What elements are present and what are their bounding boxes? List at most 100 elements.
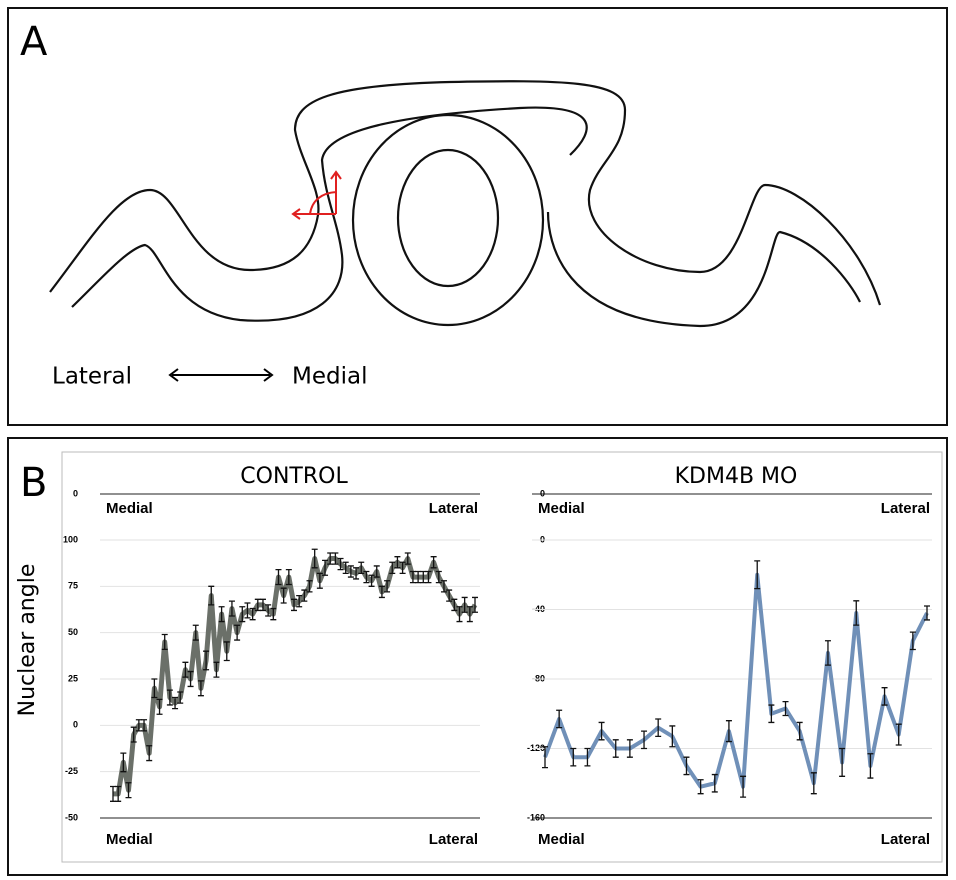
error-bar bbox=[697, 779, 704, 795]
chart-title: KDM4B MO bbox=[675, 464, 798, 489]
error-bar bbox=[725, 720, 732, 743]
neural-fold-diagram bbox=[49, 80, 882, 382]
error-bar bbox=[254, 598, 261, 612]
error-bar bbox=[711, 773, 718, 793]
y-tick-label: -50 bbox=[65, 812, 78, 822]
error-bar bbox=[172, 696, 179, 710]
error-bar bbox=[415, 570, 422, 584]
error-bar bbox=[754, 560, 761, 590]
error-bar bbox=[384, 580, 391, 593]
error-bar bbox=[270, 607, 277, 621]
error-bar bbox=[166, 689, 173, 706]
error-bar bbox=[683, 756, 690, 776]
y-tick-label: 50 bbox=[68, 627, 78, 637]
edge-label: Medial bbox=[106, 831, 153, 848]
error-bar bbox=[612, 739, 619, 758]
error-bar bbox=[655, 718, 662, 737]
edge-label: Lateral bbox=[429, 831, 478, 848]
y-tick-label: -160 bbox=[527, 812, 545, 822]
error-bar bbox=[358, 561, 365, 575]
error-bar bbox=[451, 598, 458, 612]
error-bar bbox=[446, 589, 453, 602]
y-tick-label: -120 bbox=[527, 743, 545, 753]
error-bar bbox=[394, 556, 401, 569]
error-bar bbox=[161, 633, 168, 650]
error-bar bbox=[839, 747, 846, 777]
top-axis-label: 0 bbox=[73, 488, 78, 498]
panel-a-frame bbox=[7, 7, 948, 426]
error-bar bbox=[626, 739, 633, 758]
error-bar bbox=[584, 747, 591, 767]
y-tick-label: 25 bbox=[68, 673, 78, 683]
error-bar bbox=[259, 598, 266, 612]
error-bar bbox=[322, 559, 329, 576]
error-bar bbox=[895, 723, 902, 746]
error-bar bbox=[332, 552, 339, 565]
error-bar bbox=[115, 785, 122, 802]
error-bar bbox=[177, 691, 184, 704]
direction-label: Medial bbox=[292, 364, 367, 390]
top-axis-label: 0 bbox=[540, 488, 545, 498]
error-bar bbox=[570, 747, 577, 767]
error-bar bbox=[141, 719, 148, 732]
error-bar bbox=[669, 725, 676, 748]
error-bar bbox=[285, 569, 292, 586]
error-bar bbox=[197, 680, 204, 697]
error-bar bbox=[130, 726, 137, 743]
error-bar bbox=[881, 687, 888, 706]
error-bar bbox=[249, 607, 256, 621]
error-bar bbox=[389, 561, 396, 575]
error-bar bbox=[472, 596, 478, 613]
error-bar bbox=[342, 561, 349, 575]
error-bar bbox=[641, 730, 648, 750]
error-bar bbox=[327, 552, 334, 565]
error-bar bbox=[218, 606, 225, 623]
y-tick-label: 0 bbox=[73, 720, 78, 730]
error-bar bbox=[203, 650, 210, 671]
chart-title: CONTROL bbox=[240, 464, 348, 489]
error-bar bbox=[353, 567, 360, 580]
error-bar bbox=[213, 661, 220, 678]
error-bar bbox=[223, 641, 230, 662]
error-bar bbox=[461, 596, 468, 613]
error-bar bbox=[373, 565, 380, 578]
edge-label: Medial bbox=[106, 500, 153, 517]
error-bar bbox=[399, 561, 406, 575]
error-bar bbox=[244, 602, 251, 619]
error-bar bbox=[378, 585, 385, 599]
error-bar bbox=[311, 548, 318, 569]
error-bar bbox=[151, 678, 158, 699]
data-line bbox=[543, 572, 929, 789]
data-line bbox=[113, 556, 478, 797]
error-bar bbox=[110, 785, 116, 802]
error-bar bbox=[291, 598, 297, 612]
error-bar bbox=[542, 746, 548, 769]
y-tick-label: -80 bbox=[532, 673, 545, 683]
error-bar bbox=[135, 719, 142, 732]
error-bar bbox=[187, 670, 194, 688]
error-bar bbox=[275, 569, 282, 586]
error-bar bbox=[156, 698, 163, 715]
error-bar bbox=[316, 572, 323, 589]
y-tick-label: -40 bbox=[532, 604, 545, 614]
error-bar bbox=[234, 624, 241, 641]
error-bar bbox=[909, 631, 916, 651]
error-bar bbox=[363, 570, 370, 584]
error-bar bbox=[125, 782, 132, 799]
edge-label: Lateral bbox=[429, 500, 478, 517]
chart-frame bbox=[61, 451, 943, 863]
error-bar bbox=[430, 556, 437, 569]
error-bar bbox=[466, 606, 473, 623]
error-bar bbox=[239, 606, 246, 623]
error-bar bbox=[768, 704, 775, 724]
error-bar bbox=[782, 700, 789, 717]
error-bar bbox=[265, 604, 272, 617]
error-bar bbox=[810, 772, 817, 795]
error-bar bbox=[853, 600, 860, 626]
error-bar bbox=[301, 589, 308, 602]
error-bar bbox=[280, 587, 287, 604]
edge-label: Lateral bbox=[881, 500, 930, 517]
error-bar bbox=[296, 594, 303, 608]
edge-label: Medial bbox=[538, 831, 585, 848]
